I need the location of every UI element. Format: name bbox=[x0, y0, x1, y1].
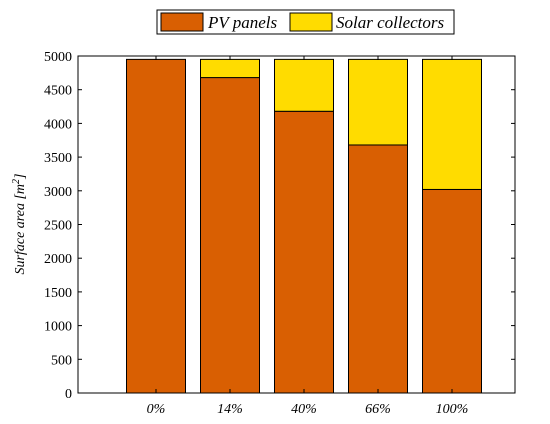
x-tick-label-4: 100% bbox=[436, 402, 469, 417]
bar-solar-collectors-3 bbox=[348, 58, 408, 146]
y-axis-ticks: 0 500 1000 1500 2000 2500 3000 3500 4000 4500 5000 bbox=[44, 50, 515, 402]
x-axis-ticks: 0% 14% 40% 66% 100% bbox=[147, 56, 469, 417]
y-tick-label-7: 3500 bbox=[44, 151, 72, 166]
legend-label-solar-collectors: Solar collectors bbox=[336, 13, 445, 32]
bar-solar-collectors-4 bbox=[422, 58, 482, 190]
x-tick-label-1: 14% bbox=[217, 402, 243, 417]
bar-solar-collectors-1 bbox=[200, 58, 260, 79]
bar-pv-panels-3 bbox=[348, 144, 408, 394]
y-tick-label-1: 500 bbox=[51, 353, 72, 368]
y-tick-label-9: 4500 bbox=[44, 84, 72, 99]
bar-solar-collectors-2 bbox=[274, 58, 334, 112]
x-tick-label-2: 40% bbox=[291, 402, 317, 417]
legend-swatch-pv-panels bbox=[160, 12, 204, 32]
y-axis-label-end: ] bbox=[13, 174, 28, 180]
legend: PV panels Solar collectors bbox=[156, 9, 455, 35]
y-axis-label-main: Surface area [m bbox=[13, 184, 28, 274]
y-tick-label-5: 2500 bbox=[44, 219, 72, 234]
bars-group bbox=[126, 58, 482, 394]
x-tick-label-0: 0% bbox=[147, 402, 166, 417]
y-tick-label-0: 0 bbox=[65, 387, 72, 402]
y-axis-label-superscript: 2 bbox=[11, 179, 22, 184]
y-tick-label-10: 5000 bbox=[44, 50, 72, 65]
y-tick-label-6: 3000 bbox=[44, 185, 72, 200]
legend-swatch-solar-collectors bbox=[289, 12, 333, 32]
bar-pv-panels-4 bbox=[422, 188, 482, 394]
bar-pv-panels-1 bbox=[200, 77, 260, 394]
y-tick-label-4: 2000 bbox=[44, 252, 72, 267]
y-tick-label-8: 4000 bbox=[44, 117, 72, 132]
y-tick-label-2: 1000 bbox=[44, 320, 72, 335]
x-tick-label-3: 66% bbox=[365, 402, 391, 417]
y-tick-label-3: 1500 bbox=[44, 286, 72, 301]
bar-pv-panels-2 bbox=[274, 110, 334, 394]
y-axis-label: Surface area [m2] bbox=[11, 174, 29, 275]
legend-label-pv-panels: PV panels bbox=[207, 13, 277, 32]
bar-pv-panels-0 bbox=[126, 58, 186, 394]
